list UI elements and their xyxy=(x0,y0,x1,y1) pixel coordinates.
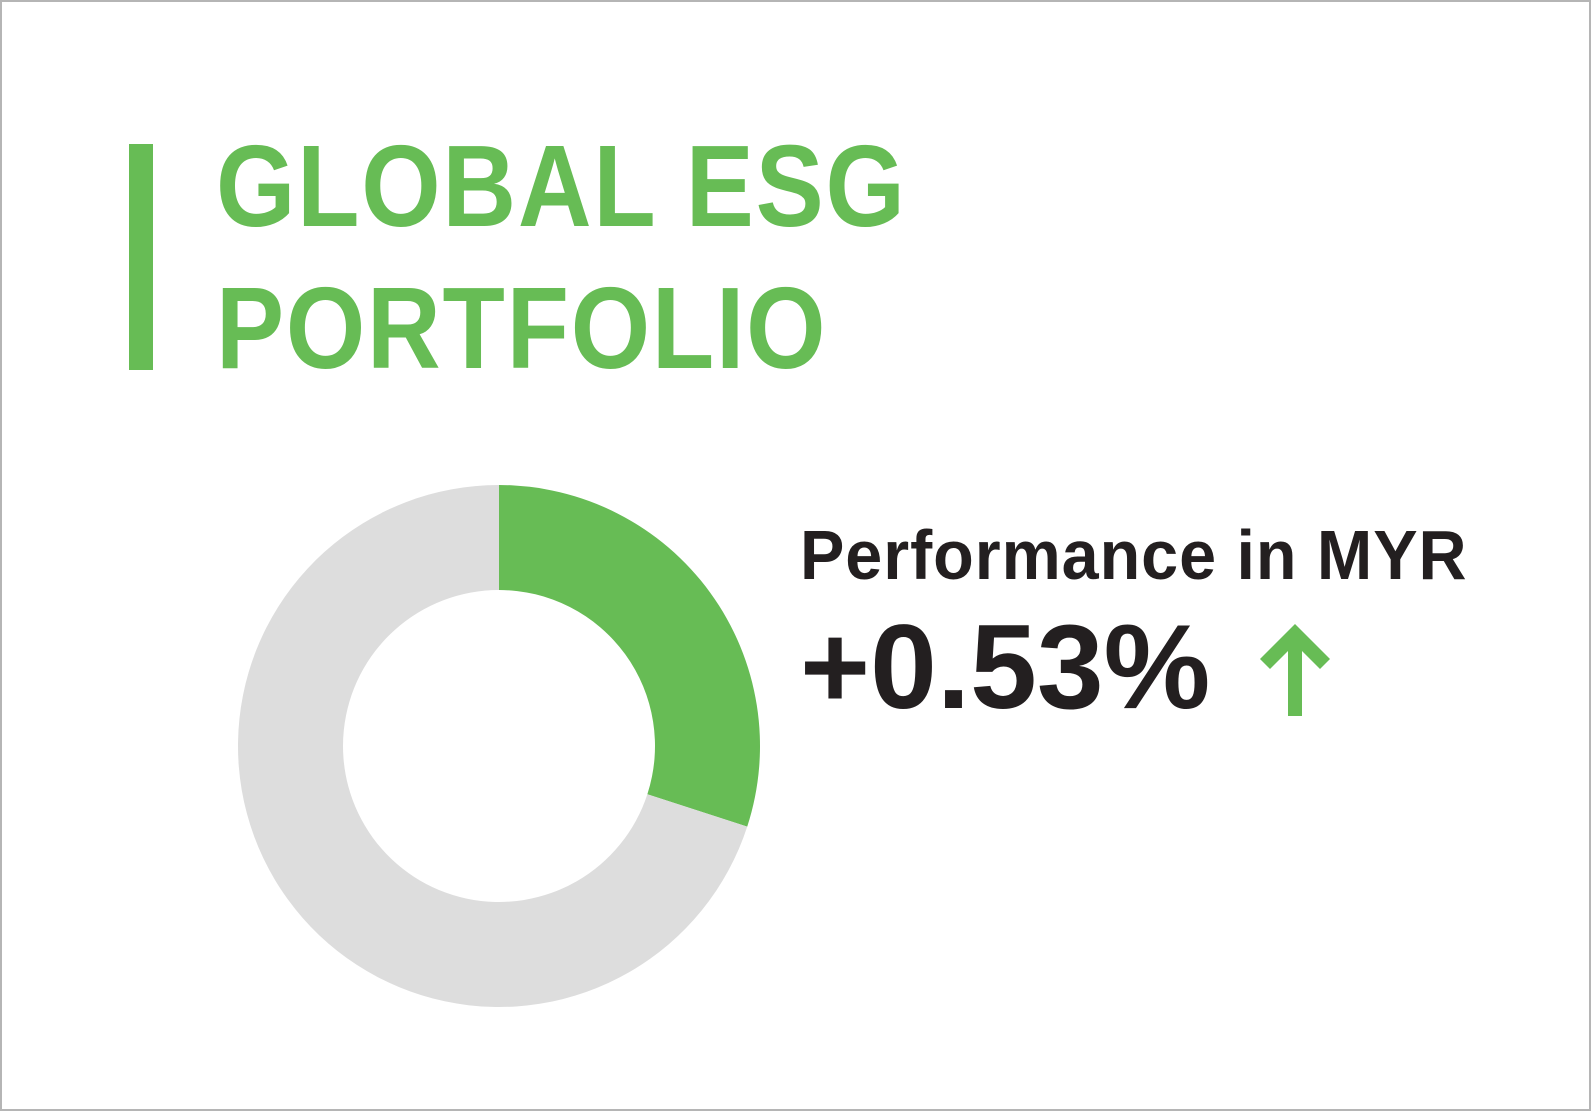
donut-slice-1 xyxy=(238,485,748,1007)
performance-value: +0.53% xyxy=(800,600,1211,734)
performance-label: Performance in MYR xyxy=(800,516,1468,594)
arrow-up-icon xyxy=(1260,624,1330,716)
title-line-2: PORTFOLIO xyxy=(216,263,828,393)
title-line-1: GLOBAL ESG xyxy=(216,121,907,251)
donut-chart xyxy=(238,485,760,1007)
accent-bar xyxy=(129,144,153,370)
donut-slice-0 xyxy=(499,485,760,827)
